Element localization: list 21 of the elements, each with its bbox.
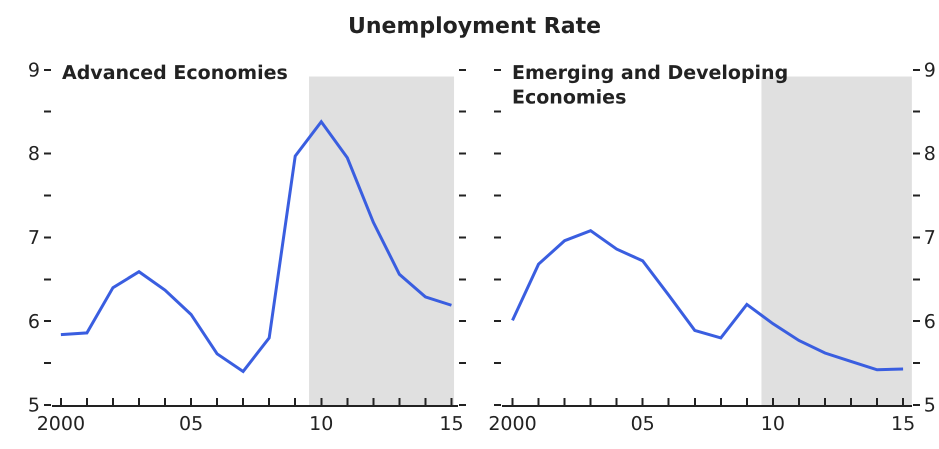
y-tick-label: 6 <box>924 310 936 333</box>
x-tick-label: 05 <box>630 412 655 435</box>
x-tick-label: 15 <box>439 412 464 435</box>
x-tick-label: 10 <box>309 412 334 435</box>
x-tick-label: 10 <box>760 412 785 435</box>
y-tick-label: 9 <box>28 59 40 82</box>
chart-subtitle: Emerging and Developing Economies <box>512 62 788 109</box>
x-tick-label: 2000 <box>488 412 537 435</box>
y-tick-label: 6 <box>28 310 40 333</box>
x-tick-label: 15 <box>890 412 916 435</box>
chart-subtitle: Advanced Economies <box>62 62 288 84</box>
y-tick-label: 8 <box>28 143 40 166</box>
x-tick-label: 05 <box>178 412 204 435</box>
y-tick-label: 7 <box>924 227 936 250</box>
y-tick-label: 5 <box>924 394 936 417</box>
y-tick-label: 7 <box>28 227 40 250</box>
line-series <box>59 120 453 373</box>
line-series <box>510 229 905 372</box>
y-tick-label: 9 <box>924 59 936 82</box>
y-tick-label: 8 <box>924 143 936 166</box>
chart-title: Unemployment Rate <box>348 14 602 39</box>
